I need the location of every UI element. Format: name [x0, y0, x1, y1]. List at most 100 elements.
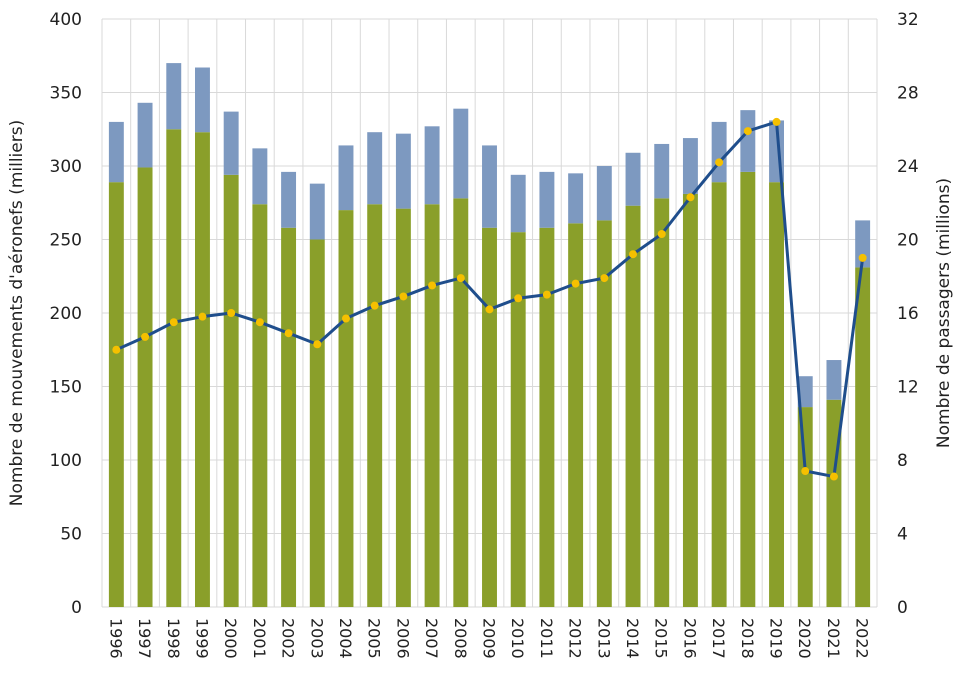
line-marker: [169, 318, 178, 327]
x-tick-label: 2008: [451, 618, 470, 659]
y-axis-right-title: Nombre de passagers (millions): [934, 178, 954, 448]
bar-segment-bottom: [510, 232, 526, 607]
bar-segment-top: [453, 108, 469, 199]
bar-segment-bottom: [195, 132, 210, 607]
line-marker: [686, 193, 695, 202]
bar-segment-top: [166, 63, 182, 130]
x-tick-label: 2012: [566, 618, 585, 659]
bar-segment-bottom: [769, 182, 784, 608]
line-marker: [370, 301, 379, 310]
bar-segment-bottom: [797, 407, 813, 607]
x-tick-label: 2002: [279, 618, 298, 659]
bar-segment-bottom: [309, 239, 325, 607]
bar-segment-top: [826, 360, 842, 400]
bar-segment-bottom: [166, 129, 182, 607]
line-marker: [341, 314, 350, 323]
x-tick-label: 2005: [365, 618, 384, 659]
line-marker: [542, 290, 551, 299]
line-marker: [198, 312, 207, 321]
y-tick-label: 50: [60, 525, 82, 545]
bar-segment-bottom: [596, 220, 612, 607]
bar-segment-bottom: [855, 267, 871, 607]
line-marker: [428, 281, 437, 290]
y2-tick-label: 12: [897, 378, 919, 398]
bar-segment-bottom: [711, 182, 727, 608]
line-marker: [255, 318, 264, 327]
x-axis-ticks: 1996 1997 1998 1999 2000 2001 2002 2003 2004 2005…: [106, 618, 871, 659]
line-marker: [743, 127, 752, 136]
x-tick-label: 2010: [508, 618, 527, 659]
x-tick-label: 2018: [738, 618, 757, 659]
line-marker: [313, 340, 322, 349]
bar-segment-bottom: [482, 227, 497, 608]
y-tick-label: 150: [50, 378, 82, 398]
bar-segment-bottom: [453, 198, 469, 607]
bar-segment-bottom: [625, 205, 641, 607]
y-tick-label: 300: [50, 157, 82, 177]
y-tick-label: 0: [71, 598, 82, 618]
line-marker: [715, 158, 724, 167]
x-tick-label: 2013: [594, 618, 613, 659]
bar-segment-bottom: [223, 174, 239, 607]
bar-segment-bottom: [395, 208, 411, 607]
y-axis-left-title: Nombre de mouvements d'aéronefs (millier…: [7, 120, 27, 506]
line-marker: [571, 279, 580, 288]
line-marker: [514, 294, 523, 303]
line-layer: [112, 117, 867, 481]
y2-tick-label: 28: [897, 84, 919, 104]
bar-segment-bottom: [568, 223, 584, 607]
bar-segment-top: [539, 171, 555, 228]
x-tick-label: 2001: [250, 618, 269, 659]
bar-segment-bottom: [740, 171, 756, 607]
x-tick-label: 2017: [709, 618, 728, 659]
y2-tick-label: 20: [897, 231, 919, 251]
x-tick-label: 2000: [221, 618, 240, 659]
bar-segment-top: [510, 174, 526, 233]
y-tick-label: 400: [50, 10, 82, 30]
x-tick-label: 1998: [164, 618, 183, 659]
line-marker: [829, 472, 838, 481]
bars-layer: [108, 63, 871, 608]
bar-segment-top: [223, 111, 239, 175]
x-tick-label: 1996: [106, 618, 125, 659]
bar-segment-top: [252, 148, 268, 205]
line-marker: [456, 274, 465, 283]
x-tick-label: 2009: [480, 618, 499, 659]
y-tick-label: 200: [50, 304, 82, 324]
line-marker: [858, 253, 867, 262]
bar-segment-bottom: [654, 198, 670, 607]
y2-tick-label: 16: [897, 304, 919, 324]
bar-segment-bottom: [137, 167, 153, 607]
y2-tick-label: 4: [897, 525, 908, 545]
bar-segment-top: [338, 145, 354, 211]
line-marker: [801, 467, 810, 476]
x-tick-label: 2020: [795, 618, 814, 659]
x-tick-label: 1999: [192, 618, 211, 659]
bar-segment-top: [654, 143, 670, 199]
y-tick-label: 100: [50, 451, 82, 471]
y2-tick-label: 32: [897, 10, 919, 30]
bar-segment-top: [740, 110, 756, 172]
bar-segment-bottom: [682, 193, 698, 607]
x-tick-label: 2011: [537, 618, 556, 659]
x-tick-label: 2022: [853, 618, 872, 659]
bar-segment-bottom: [108, 182, 124, 608]
bar-segment-top: [281, 171, 297, 228]
line-marker: [772, 117, 781, 126]
bar-segment-bottom: [281, 227, 297, 608]
bar-segment-bottom: [338, 210, 354, 607]
bar-segment-top: [711, 121, 727, 183]
x-tick-label: 2004: [336, 618, 355, 659]
bar-segment-top: [797, 376, 813, 408]
bar-segment-top: [596, 166, 612, 221]
bar-segment-bottom: [424, 204, 440, 607]
x-tick-label: 2014: [623, 618, 642, 659]
bar-segment-bottom: [252, 204, 268, 607]
line-marker: [284, 329, 293, 338]
x-tick-label: 2007: [422, 618, 441, 659]
bar-segment-top: [682, 138, 698, 194]
y-tick-label: 350: [50, 84, 82, 104]
line-marker: [227, 309, 236, 317]
line-marker: [629, 250, 638, 259]
